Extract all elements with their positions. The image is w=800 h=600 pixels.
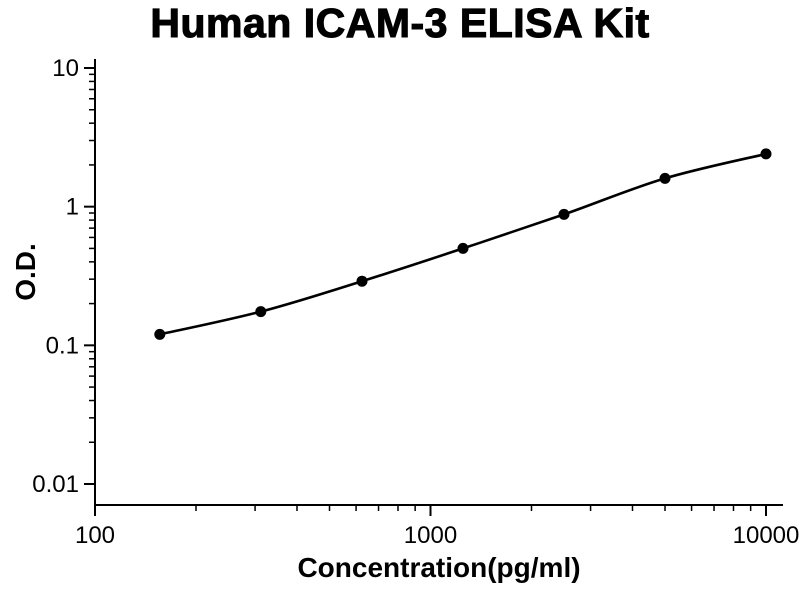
y-tick-label: 0.01: [32, 471, 79, 498]
x-tick-label: 1000: [404, 522, 457, 549]
y-tick-label: 1: [66, 194, 79, 221]
data-point-marker: [457, 242, 469, 254]
data-point-marker: [154, 328, 166, 340]
data-point-marker: [558, 208, 570, 220]
y-tick-label: 10: [52, 55, 79, 82]
chart-title: Human ICAM-3 ELISA Kit: [150, 0, 650, 47]
y-tick-label: 0.1: [46, 332, 79, 359]
data-point-marker: [760, 148, 772, 160]
x-tick-label: 10000: [733, 522, 800, 549]
data-point-marker: [255, 306, 267, 318]
x-axis-label: Concentration(pg/ml): [297, 552, 581, 583]
data-point-marker: [356, 275, 368, 287]
x-tick-label: 100: [75, 522, 115, 549]
data-point-marker: [659, 172, 671, 184]
